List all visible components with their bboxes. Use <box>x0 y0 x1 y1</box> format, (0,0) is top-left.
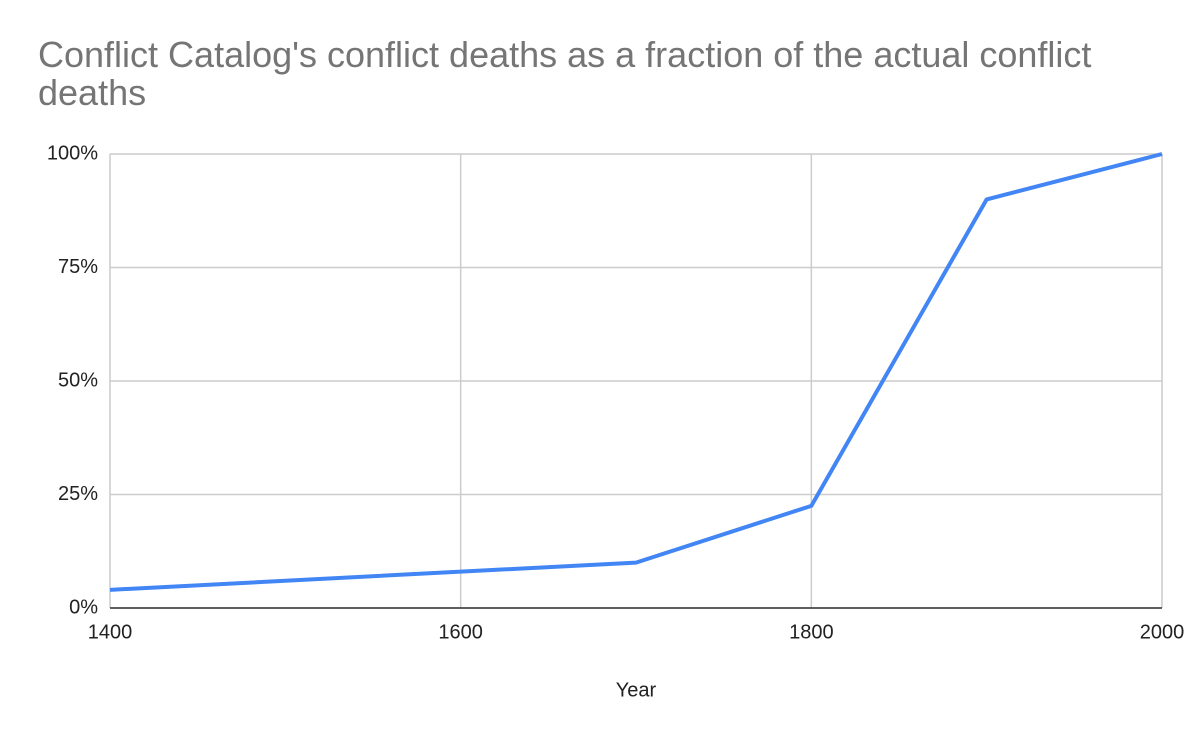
y-tick-label: 25% <box>58 483 98 505</box>
y-tick-label: 50% <box>58 369 98 391</box>
line-series <box>109 152 1163 592</box>
chart-title: Conflict Catalog's conflict deaths as a … <box>38 34 1092 113</box>
x-tick-label: 1600 <box>438 621 483 643</box>
y-tick-label: 75% <box>58 256 98 278</box>
x-tick-label: 1800 <box>789 621 834 643</box>
x-tick-label: 1400 <box>88 621 133 643</box>
y-tick-label: 0% <box>69 596 98 618</box>
x-tick-label: 2000 <box>1140 621 1185 643</box>
y-tick-label: 100% <box>47 142 98 164</box>
x-axis-label: Year <box>616 679 657 701</box>
